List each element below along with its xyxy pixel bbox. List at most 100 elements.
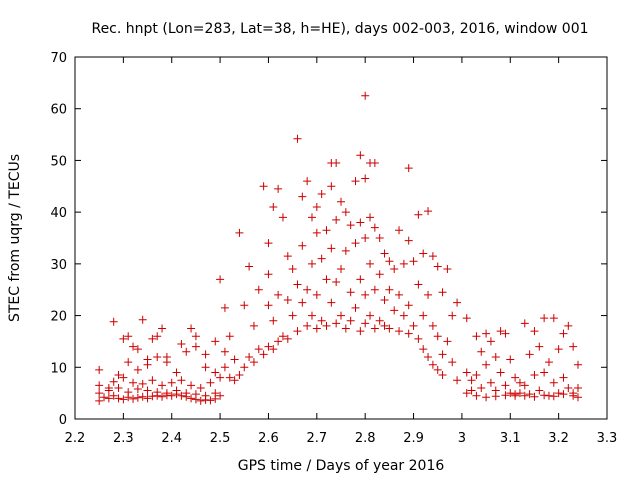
data-point bbox=[288, 311, 297, 320]
data-point bbox=[404, 329, 413, 338]
plot-frame bbox=[74, 56, 608, 420]
data-point bbox=[486, 337, 495, 346]
data-point bbox=[220, 363, 229, 372]
data-point bbox=[448, 358, 457, 367]
data-point bbox=[182, 389, 191, 398]
data-point bbox=[278, 332, 287, 341]
data-point bbox=[133, 385, 142, 394]
data-point bbox=[361, 290, 370, 299]
x-tick-label: 2.8 bbox=[355, 431, 376, 446]
data-point bbox=[472, 371, 481, 380]
data-point bbox=[361, 91, 370, 100]
data-point bbox=[409, 257, 418, 266]
data-point bbox=[191, 342, 200, 351]
data-point bbox=[177, 391, 186, 400]
x-tick-label: 2.4 bbox=[161, 431, 182, 446]
data-point bbox=[177, 376, 186, 385]
data-point bbox=[356, 275, 365, 284]
data-point bbox=[472, 332, 481, 341]
data-point bbox=[327, 244, 336, 253]
data-point bbox=[569, 389, 578, 398]
data-point bbox=[119, 395, 128, 404]
data-point bbox=[366, 213, 375, 222]
data-point bbox=[129, 342, 138, 351]
x-axis-title: GPS time / Days of year 2016 bbox=[238, 458, 445, 474]
data-point bbox=[564, 383, 573, 392]
data-point bbox=[206, 378, 215, 387]
data-point bbox=[395, 290, 404, 299]
data-point bbox=[375, 234, 384, 242]
data-point bbox=[187, 381, 196, 390]
data-point bbox=[530, 371, 539, 380]
data-point bbox=[424, 290, 433, 299]
data-point bbox=[390, 306, 399, 315]
data-point bbox=[337, 197, 345, 206]
data-point bbox=[114, 394, 123, 403]
data-point bbox=[428, 252, 437, 261]
data-point bbox=[138, 392, 147, 401]
data-point bbox=[162, 389, 171, 398]
data-point bbox=[95, 396, 104, 405]
data-point bbox=[573, 360, 582, 369]
data-point bbox=[95, 365, 104, 374]
data-point bbox=[482, 360, 491, 369]
data-point bbox=[211, 389, 220, 398]
data-point bbox=[520, 319, 529, 328]
x-tick-label: 3 bbox=[458, 431, 466, 446]
data-point bbox=[230, 376, 239, 385]
data-point bbox=[395, 226, 404, 235]
data-point bbox=[356, 327, 365, 336]
data-point bbox=[322, 275, 331, 284]
data-point bbox=[554, 345, 563, 354]
data-point bbox=[332, 277, 341, 286]
x-tick-label: 2.2 bbox=[65, 431, 86, 446]
data-point bbox=[303, 285, 312, 294]
data-point bbox=[501, 381, 510, 390]
data-point bbox=[414, 334, 423, 343]
data-point bbox=[496, 368, 505, 377]
data-point bbox=[259, 350, 268, 359]
data-point bbox=[293, 280, 302, 289]
data-point bbox=[162, 352, 171, 361]
data-point bbox=[100, 393, 109, 402]
data-point bbox=[196, 396, 205, 405]
data-point bbox=[240, 301, 249, 310]
y-tick-label: 40 bbox=[50, 206, 67, 221]
data-point bbox=[124, 388, 133, 397]
data-point bbox=[249, 321, 258, 330]
data-point bbox=[191, 332, 200, 341]
data-point bbox=[158, 381, 167, 390]
x-tick-label: 2.5 bbox=[210, 431, 231, 446]
data-point bbox=[269, 345, 278, 354]
data-point bbox=[395, 327, 404, 336]
data-point bbox=[438, 371, 447, 380]
data-point bbox=[298, 298, 307, 307]
y-tick-label: 50 bbox=[50, 154, 67, 169]
data-point bbox=[356, 151, 365, 160]
data-point bbox=[177, 340, 186, 349]
data-point bbox=[274, 290, 283, 299]
data-point bbox=[143, 355, 152, 364]
data-point bbox=[158, 324, 167, 333]
data-point bbox=[337, 311, 345, 320]
data-point bbox=[366, 311, 375, 320]
data-point bbox=[264, 270, 273, 279]
data-point bbox=[109, 391, 118, 400]
data-point bbox=[283, 334, 292, 343]
data-point bbox=[312, 290, 321, 299]
data-point bbox=[312, 228, 321, 237]
data-point bbox=[225, 373, 234, 382]
data-point bbox=[206, 396, 215, 405]
data-point bbox=[544, 391, 553, 400]
data-point bbox=[95, 381, 104, 390]
data-point bbox=[201, 363, 210, 372]
data-point bbox=[467, 376, 476, 385]
data-point bbox=[274, 337, 283, 346]
data-point bbox=[535, 386, 544, 395]
data-point bbox=[138, 315, 147, 324]
y-tick-label: 10 bbox=[50, 361, 67, 376]
data-point bbox=[453, 298, 462, 307]
data-point bbox=[385, 324, 394, 333]
chart-title: Rec. hnpt (Lon=283, Lat=38, h=HE), days … bbox=[91, 21, 588, 37]
data-point bbox=[143, 394, 152, 403]
